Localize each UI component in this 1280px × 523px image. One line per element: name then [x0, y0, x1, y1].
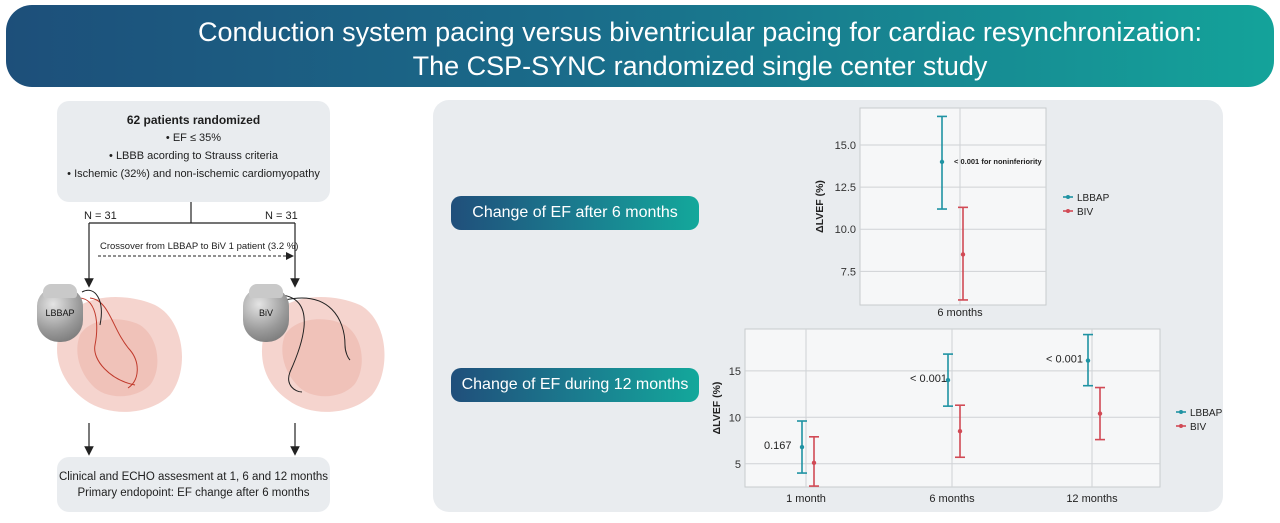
chart-0-ytick: 7.5 — [841, 266, 856, 278]
chart-1-ytick: 10 — [729, 412, 741, 424]
chart-1-lbbap-point — [945, 377, 951, 383]
pacemaker-lbbap-icon: LBBAP — [37, 284, 83, 342]
chart-0-lbbap-point — [939, 159, 945, 165]
pacemaker-biv-icon: BiV — [243, 284, 289, 342]
followup-line-2: Primary endopoint: EF change after 6 mon… — [77, 487, 310, 499]
chart-0-legend-marker — [1066, 195, 1070, 199]
device-left-label: LBBAP — [45, 308, 75, 318]
enrollment-box: 62 patients randomized • EF ≤ 35% • LBBB… — [57, 101, 330, 202]
chart-0-pvalue-annotation: < 0.001 for noninferiority — [954, 157, 1043, 166]
enrollment-heading: 62 patients randomized — [126, 113, 261, 127]
chart-1-ytick: 5 — [735, 459, 741, 471]
chart-0-plot-area — [859, 107, 1047, 306]
chart-1-pvalue-annotation: < 0.001 — [1046, 354, 1083, 366]
arm-right-n: N = 31 — [265, 210, 298, 222]
chart-1-lbbap-point — [799, 444, 805, 450]
criterion-etiology: • Ischemic (32%) and non-ischemic cardio… — [67, 168, 320, 180]
chart-1-xtick: 1 month — [786, 493, 826, 505]
chart-1-legend-marker — [1179, 424, 1183, 428]
device-right-label: BiV — [258, 308, 273, 318]
chart-0-ytick: 15.0 — [835, 140, 856, 152]
chart-1-biv-point — [957, 429, 963, 434]
chart-1-xtick: 12 months — [1066, 493, 1118, 505]
chart-0-legend-label: LBBAP — [1077, 193, 1110, 204]
heart-left-icon — [57, 289, 183, 412]
criterion-lbbb: • LBBB acording to Strauss criteria — [109, 150, 278, 162]
chart-1-pvalue-annotation: 0.167 — [764, 440, 792, 452]
chart-0-ytick: 10.0 — [835, 224, 856, 236]
chart-0-xtick: 6 months — [937, 307, 983, 319]
pill-six-months: Change of EF after 6 months — [451, 196, 699, 230]
chart-0-legend-label: BIV — [1077, 207, 1093, 218]
title-banner: Conduction system pacing versus biventri… — [6, 5, 1274, 87]
chart-0-legend-marker — [1066, 209, 1070, 213]
arm-left-n: N = 31 — [84, 210, 117, 222]
title-line-2: The CSP-SYNC randomized single center st… — [412, 51, 988, 81]
chart-1-biv-point — [1097, 411, 1103, 416]
chart-1-legend-marker — [1179, 410, 1183, 414]
chart-0-biv-point — [960, 252, 966, 257]
crossover-note: Crossover from LBBAP to BiV 1 patient (3… — [100, 241, 299, 252]
chart-1-ylabel: ΔLVEF (%) — [711, 382, 723, 435]
chart-1-lbbap-point — [1085, 358, 1091, 363]
chart-1-pvalue-annotation: < 0.001 — [910, 373, 947, 385]
chart-0-ylabel: ΔLVEF (%) — [814, 180, 826, 233]
chart-1-biv-point — [811, 460, 817, 466]
followup-box: Clinical and ECHO assesment at 1, 6 and … — [57, 457, 330, 512]
title-line-1: Conduction system pacing versus biventri… — [198, 17, 1202, 47]
followup-line-1: Clinical and ECHO assesment at 1, 6 and … — [58, 471, 329, 483]
chart-1-legend-label: LBBAP — [1190, 408, 1223, 419]
chart-1-legend-label: BIV — [1190, 422, 1206, 433]
pill-twelve-months: Change of EF during 12 months — [451, 368, 699, 402]
criterion-ef: • EF ≤ 35% — [165, 132, 222, 144]
heart-right-icon — [261, 294, 385, 412]
chart-1-ytick: 15 — [729, 366, 741, 378]
chart-0-ytick: 12.5 — [835, 182, 856, 194]
chart-1-xtick: 6 months — [929, 493, 975, 505]
